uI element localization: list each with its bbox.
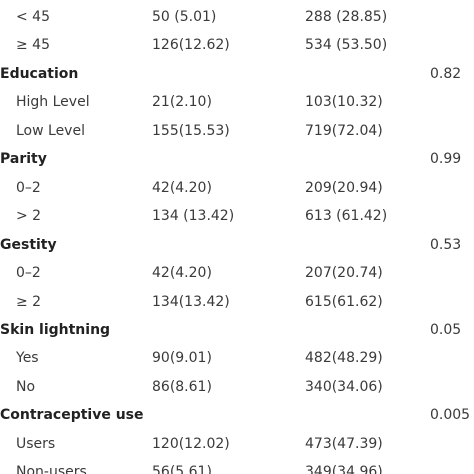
count-cell: 86(8.61): [152, 378, 212, 395]
table-row: ≥ 45 126(12.62) 534 (53.50): [0, 31, 474, 59]
group-label: Gestity: [0, 236, 57, 253]
table-row: No 86(8.61) 340(34.06): [0, 373, 474, 401]
count-cell: 207(20.74): [305, 265, 383, 282]
table-row: Education 0.82: [0, 60, 474, 88]
row-label: Low Level: [16, 122, 85, 139]
count-cell: 120(12.02): [152, 435, 230, 452]
table-row: < 45 50 (5.01) 288 (28.85): [0, 3, 474, 31]
count-cell: 534 (53.50): [305, 37, 388, 54]
p-value: 0.99: [430, 151, 462, 168]
table-row: Non-users 56(5.61) 349(34.96): [0, 458, 474, 474]
count-cell: 134 (13.42): [152, 208, 235, 225]
row-label: 0–2: [16, 265, 41, 282]
count-cell: 21(2.10): [152, 94, 212, 111]
row-label: < 45: [16, 9, 50, 25]
table-row: High Level 21(2.10) 103(10.32): [0, 88, 474, 116]
count-cell: 134(13.42): [152, 293, 230, 310]
group-label: Skin lightning: [0, 321, 111, 338]
row-label: 0–2: [16, 179, 41, 196]
row-label: Users: [16, 435, 56, 452]
table-row: Parity 0.99: [0, 145, 474, 173]
table-row: Contraceptive use 0.005: [0, 401, 474, 429]
p-value: 0.53: [430, 236, 462, 253]
table-row: 0–2 42(4.20) 207(20.74): [0, 259, 474, 287]
table-row: ≥ 2 134(13.42) 615(61.62): [0, 288, 474, 316]
count-cell: 288 (28.85): [305, 9, 388, 25]
count-cell: 42(4.20): [152, 179, 212, 196]
row-label: High Level: [16, 94, 90, 111]
count-cell: 615(61.62): [305, 293, 383, 310]
p-value: 0.005: [430, 407, 471, 424]
table-row: Gestity 0.53: [0, 231, 474, 259]
p-value: 0.82: [430, 65, 462, 82]
count-cell: 126(12.62): [152, 37, 230, 54]
group-label: Education: [0, 65, 79, 82]
count-cell: 473(47.39): [305, 435, 383, 452]
table-row: 0–2 42(4.20) 209(20.94): [0, 174, 474, 202]
count-cell: 482(48.29): [305, 350, 383, 367]
row-label: > 2: [16, 208, 42, 225]
count-cell: 103(10.32): [305, 94, 383, 111]
count-cell: 42(4.20): [152, 265, 212, 282]
group-label: Parity: [0, 151, 47, 168]
row-label: Non-users: [16, 464, 87, 474]
row-label: ≥ 2: [16, 293, 42, 310]
group-label: Contraceptive use: [0, 407, 144, 424]
count-cell: 719(72.04): [305, 122, 383, 139]
count-cell: 50 (5.01): [152, 9, 217, 25]
table-row: Low Level 155(15.53) 719(72.04): [0, 117, 474, 145]
count-cell: 56(5.61): [152, 464, 212, 474]
table-row: Users 120(12.02) 473(47.39): [0, 430, 474, 458]
row-label: Yes: [16, 350, 39, 367]
count-cell: 90(9.01): [152, 350, 212, 367]
count-cell: 155(15.53): [152, 122, 230, 139]
count-cell: 209(20.94): [305, 179, 383, 196]
count-cell: 340(34.06): [305, 378, 383, 395]
table-row: Skin lightning 0.05: [0, 316, 474, 344]
p-value: 0.05: [430, 321, 462, 338]
table-row: Yes 90(9.01) 482(48.29): [0, 344, 474, 372]
row-label: No: [16, 378, 36, 395]
count-cell: 613 (61.42): [305, 208, 388, 225]
count-cell: 349(34.96): [305, 464, 383, 474]
table-row: > 2 134 (13.42) 613 (61.42): [0, 202, 474, 230]
row-label: ≥ 45: [16, 37, 50, 54]
